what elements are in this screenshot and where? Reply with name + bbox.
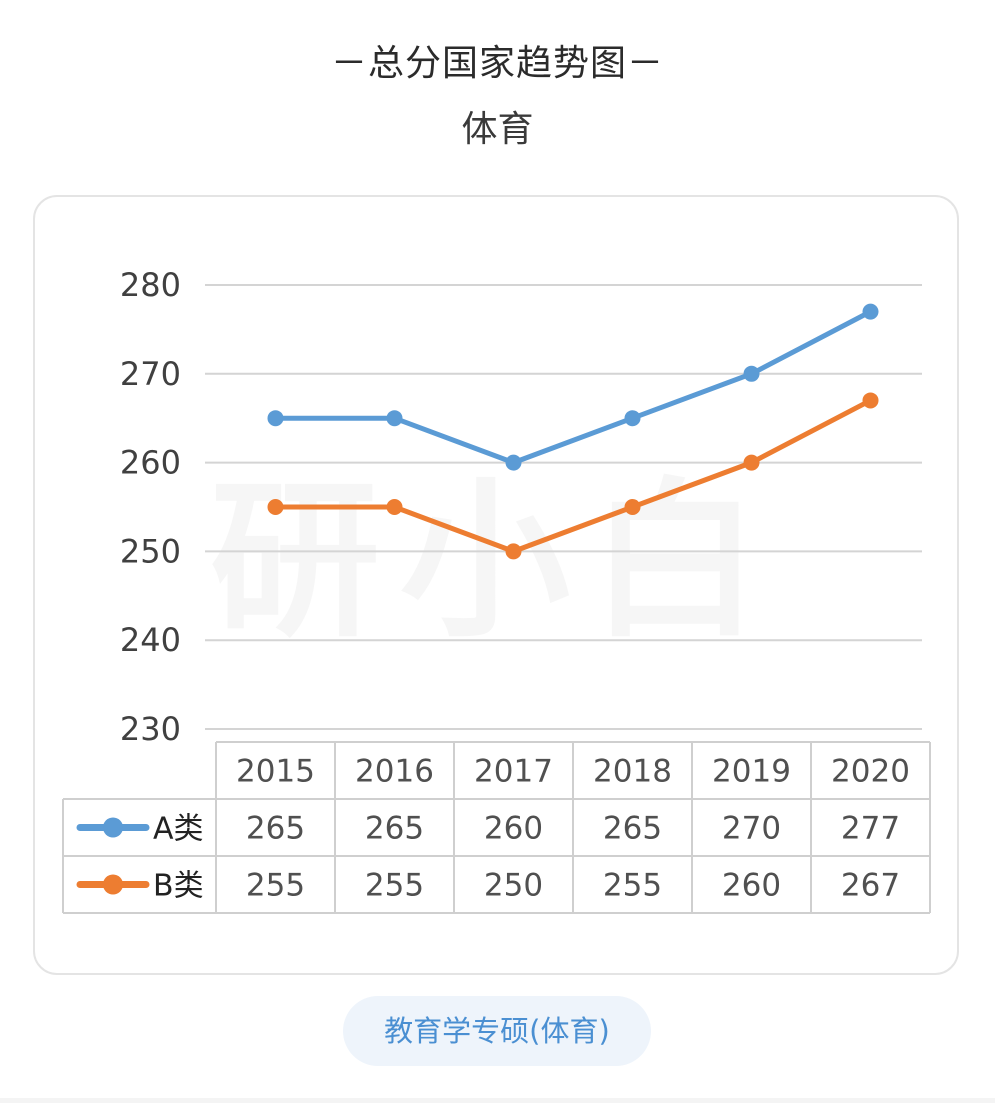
data-point bbox=[624, 410, 641, 427]
table-value: 250 bbox=[484, 868, 543, 904]
data-table: 2015 2016 2017 2018 2019 2020 A类 265 265 260 265 27… bbox=[62, 741, 931, 914]
category-tag-button[interactable]: 教育学专硕(体育) bbox=[343, 996, 651, 1066]
series-line-b bbox=[273, 397, 873, 554]
x-category-label: 2016 bbox=[355, 754, 434, 790]
table-value: 270 bbox=[722, 811, 781, 847]
chart-subtitle: 体育 bbox=[461, 109, 534, 150]
data-point bbox=[386, 410, 403, 427]
data-point bbox=[743, 454, 760, 471]
data-point bbox=[386, 499, 403, 515]
table-value: 265 bbox=[603, 811, 662, 847]
table-value: 255 bbox=[365, 868, 424, 904]
data-point bbox=[624, 499, 641, 515]
data-point bbox=[862, 303, 879, 320]
grid-lines bbox=[205, 284, 922, 730]
data-point bbox=[505, 543, 522, 560]
table-value: 265 bbox=[365, 811, 424, 847]
y-axis-ticks: 280 270 260 250 240 230 bbox=[120, 266, 181, 748]
legend-marker bbox=[103, 874, 123, 895]
y-tick-label: 240 bbox=[120, 621, 181, 659]
y-tick-label: 280 bbox=[120, 266, 181, 304]
table-value: 255 bbox=[246, 868, 305, 904]
x-category-label: 2015 bbox=[236, 754, 315, 790]
x-category-label: 2020 bbox=[831, 754, 910, 790]
x-category-label: 2017 bbox=[474, 754, 553, 790]
data-point bbox=[862, 392, 879, 409]
series-line-a bbox=[273, 309, 873, 466]
x-category-label: 2018 bbox=[593, 754, 672, 790]
table-value: 265 bbox=[246, 811, 305, 847]
legend-label: B类 bbox=[153, 869, 204, 904]
y-tick-label: 230 bbox=[120, 710, 181, 748]
legend-marker bbox=[103, 817, 123, 838]
y-tick-label: 250 bbox=[120, 532, 181, 570]
table-value: 260 bbox=[484, 811, 543, 847]
legend-label: A类 bbox=[153, 812, 204, 847]
series-lines bbox=[267, 303, 879, 560]
table-value: 260 bbox=[722, 868, 781, 904]
table-value: 277 bbox=[841, 811, 900, 847]
table-value: 267 bbox=[841, 868, 900, 904]
bottom-divider bbox=[0, 1098, 995, 1103]
y-tick-label: 260 bbox=[120, 444, 181, 482]
data-point bbox=[743, 365, 760, 382]
x-category-label: 2019 bbox=[712, 754, 791, 790]
table-value: 255 bbox=[603, 868, 662, 904]
watermark-text: 研小白 bbox=[210, 463, 780, 661]
data-point bbox=[267, 499, 284, 515]
y-tick-label: 270 bbox=[120, 355, 181, 393]
chart-title: －总分国家趋势图－ bbox=[330, 43, 664, 84]
data-point bbox=[267, 410, 284, 427]
data-point bbox=[505, 454, 522, 471]
watermark: 研小白 bbox=[210, 463, 780, 661]
chart-card bbox=[33, 195, 959, 975]
